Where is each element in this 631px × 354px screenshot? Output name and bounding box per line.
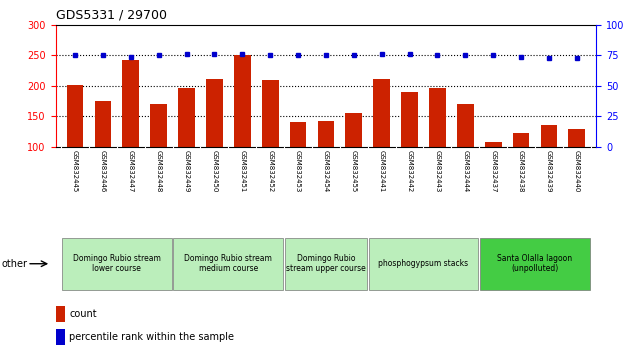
Text: Santa Olalla lagoon
(unpolluted): Santa Olalla lagoon (unpolluted) (497, 254, 572, 273)
Bar (95, 101, 111, 208)
Text: GSM832449: GSM832449 (184, 150, 189, 192)
Bar (290, 122, 307, 208)
Bar (285, 238, 367, 290)
Text: other: other (1, 259, 27, 269)
Bar (56, 329, 65, 345)
Text: count: count (69, 309, 97, 319)
Bar (174, 238, 283, 290)
Text: GSM832450: GSM832450 (211, 150, 218, 192)
Text: GSM832454: GSM832454 (323, 150, 329, 192)
Text: GSM832443: GSM832443 (434, 150, 440, 192)
Bar (317, 121, 334, 208)
Text: GSM832440: GSM832440 (574, 150, 580, 192)
Bar (122, 59, 139, 208)
Bar (206, 79, 223, 208)
Text: GSM832455: GSM832455 (351, 150, 357, 192)
Bar (62, 238, 172, 290)
Bar (345, 113, 362, 208)
Bar (485, 142, 502, 208)
Bar (512, 133, 529, 208)
Text: phosphogypsum stacks: phosphogypsum stacks (379, 259, 469, 268)
Text: GSM832453: GSM832453 (295, 150, 301, 192)
Bar (178, 88, 195, 208)
Text: GSM832439: GSM832439 (546, 150, 552, 192)
Text: GDS5331 / 29700: GDS5331 / 29700 (56, 8, 167, 21)
Text: percentile rank within the sample: percentile rank within the sample (69, 332, 234, 342)
Text: GSM832451: GSM832451 (239, 150, 245, 192)
Bar (457, 104, 474, 208)
Bar (150, 104, 167, 208)
Bar (480, 238, 590, 290)
Text: Domingo Rubio stream
lower course: Domingo Rubio stream lower course (73, 254, 161, 273)
Bar (262, 80, 278, 208)
Bar (67, 85, 83, 208)
Bar (541, 125, 557, 208)
Text: GSM832444: GSM832444 (463, 150, 468, 192)
Text: GSM832437: GSM832437 (490, 150, 496, 192)
Text: GSM832452: GSM832452 (267, 150, 273, 192)
Text: GSM832438: GSM832438 (518, 150, 524, 192)
Bar (374, 79, 390, 208)
Bar (401, 92, 418, 208)
Bar (234, 55, 251, 208)
Bar (369, 238, 478, 290)
Text: GSM832445: GSM832445 (72, 150, 78, 192)
Text: GSM832442: GSM832442 (406, 150, 413, 192)
Text: GSM832441: GSM832441 (379, 150, 385, 192)
Bar (56, 306, 65, 321)
Bar (569, 129, 585, 208)
Bar (429, 88, 445, 208)
Text: GSM832448: GSM832448 (156, 150, 162, 192)
Text: GSM832446: GSM832446 (100, 150, 106, 192)
Text: GSM832447: GSM832447 (128, 150, 134, 192)
Text: Domingo Rubio
stream upper course: Domingo Rubio stream upper course (286, 254, 366, 273)
Text: Domingo Rubio stream
medium course: Domingo Rubio stream medium course (184, 254, 273, 273)
